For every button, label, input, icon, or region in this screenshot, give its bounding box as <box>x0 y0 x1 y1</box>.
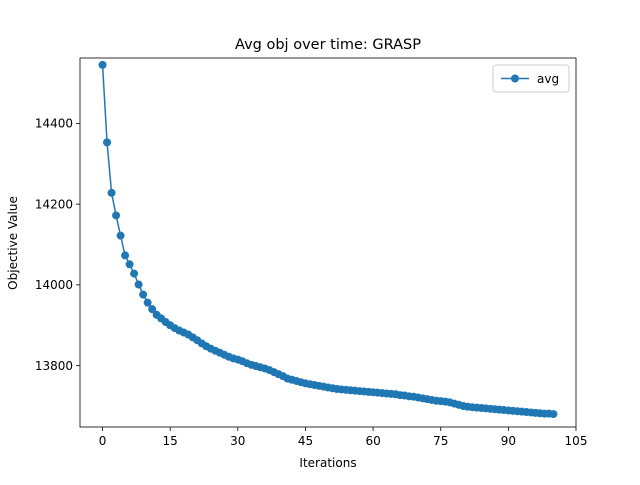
x-tick-label: 75 <box>433 434 448 448</box>
data-point <box>116 231 125 240</box>
legend-marker <box>511 74 519 83</box>
data-point <box>125 260 134 269</box>
data-point <box>121 251 130 260</box>
chart-title: Avg obj over time: GRASP <box>235 37 421 53</box>
plot-area: 0 15 30 45 60 75 90 105 13800 14000 14200 14400 <box>35 57 588 448</box>
y-axis-label: Objective Value <box>6 196 20 290</box>
data-point <box>103 138 112 147</box>
x-tick-label: 105 <box>565 434 588 448</box>
x-tick-label: 60 <box>365 434 380 448</box>
x-tick-label: 0 <box>99 434 107 448</box>
x-tick-label: 45 <box>298 434 313 448</box>
data-point <box>143 298 152 307</box>
y-tick-label: 14400 <box>35 117 73 131</box>
x-axis-label: Iterations <box>299 456 356 470</box>
data-point <box>134 280 143 289</box>
data-point <box>130 269 139 278</box>
data-point <box>112 211 121 220</box>
x-tick-label: 90 <box>501 434 516 448</box>
legend-label: avg <box>537 72 559 86</box>
data-point <box>549 410 558 419</box>
data-point <box>148 305 157 314</box>
y-tick-label: 13800 <box>35 359 73 373</box>
x-tick-label: 30 <box>230 434 245 448</box>
y-tick-label: 14000 <box>35 278 73 292</box>
data-point <box>107 188 116 197</box>
axes-frame <box>79 57 577 428</box>
x-tick-label: 15 <box>163 434 178 448</box>
data-point <box>98 60 107 69</box>
y-tick-label: 14200 <box>35 197 73 211</box>
legend: avg <box>492 64 570 93</box>
data-point <box>139 290 148 299</box>
legend-box <box>492 64 570 93</box>
